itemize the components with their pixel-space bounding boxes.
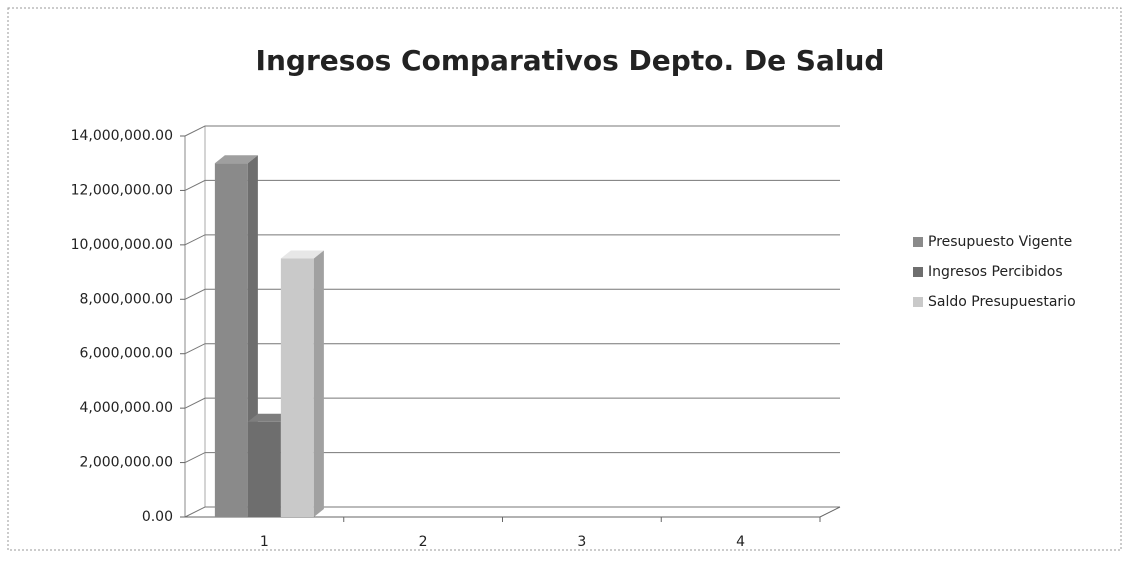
bar-side: [313, 250, 324, 517]
bar-top: [247, 413, 291, 422]
y-tick-label: 10,000,000.00: [71, 237, 173, 253]
chart-frame: [7, 7, 1122, 551]
grid-line: [184, 506, 840, 518]
legend-swatch: [913, 267, 923, 277]
grid-line: [184, 452, 840, 464]
bar-top: [280, 250, 324, 259]
grid-line: [184, 179, 840, 191]
x-tick-label: 2: [419, 534, 428, 550]
legend-swatch: [913, 237, 923, 247]
grid-line: [184, 397, 840, 409]
y-tick-label: 0.00: [142, 509, 173, 525]
grid-line: [184, 234, 840, 246]
y-tick-label: 6,000,000.00: [79, 346, 173, 362]
chart-title: Ingresos Comparativos Depto. De Salud: [256, 44, 885, 77]
legend-label: Presupuesto Vigente: [928, 234, 1072, 250]
x-tick-label: 3: [577, 534, 586, 550]
legend-label: Saldo Presupuestario: [928, 294, 1076, 310]
y-tick-label: 14,000,000.00: [71, 128, 173, 144]
legend-label: Ingresos Percibidos: [928, 264, 1063, 280]
x-tick-label: 1: [260, 534, 269, 550]
y-tick-label: 12,000,000.00: [71, 182, 173, 198]
bar-top: [214, 155, 258, 164]
bar-front: [247, 421, 281, 517]
x-tick-label: 4: [736, 534, 745, 550]
y-tick-label: 4,000,000.00: [79, 400, 173, 416]
bar-front: [214, 163, 248, 517]
legend-swatch: [913, 297, 923, 307]
bar-front: [280, 258, 314, 517]
grid-line: [184, 343, 840, 355]
bar: [280, 250, 324, 517]
y-tick-label: 2,000,000.00: [79, 455, 173, 471]
grid-line: [184, 125, 840, 137]
y-tick-label: 8,000,000.00: [79, 291, 173, 307]
grid-line: [184, 288, 840, 300]
